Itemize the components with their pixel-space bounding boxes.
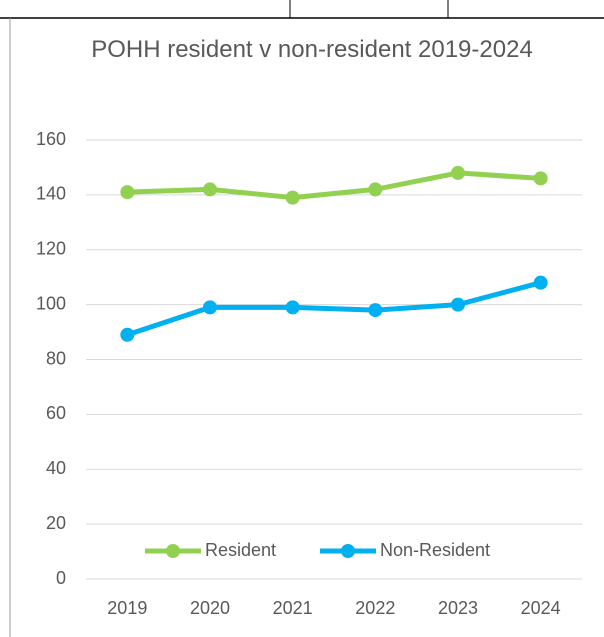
data-point bbox=[285, 300, 300, 315]
x-tick-label: 2022 bbox=[355, 598, 395, 618]
data-point bbox=[533, 171, 548, 186]
y-tick-label: 100 bbox=[36, 293, 66, 313]
data-point bbox=[203, 300, 217, 315]
data-point bbox=[120, 327, 135, 342]
chart-title: POHH resident v non-resident 2019-2024 bbox=[91, 36, 533, 63]
y-tick-label: 60 bbox=[46, 403, 66, 423]
y-tick-label: 40 bbox=[46, 458, 66, 478]
data-point bbox=[203, 182, 217, 197]
series-line bbox=[126, 280, 542, 338]
legend-label: Non-Resident bbox=[380, 540, 490, 560]
y-tick-label: 80 bbox=[46, 348, 66, 368]
data-point bbox=[533, 275, 548, 290]
x-tick-label: 2020 bbox=[190, 598, 230, 618]
x-tick-label: 2019 bbox=[107, 598, 147, 618]
y-tick-label: 140 bbox=[36, 184, 66, 204]
data-point bbox=[285, 190, 300, 205]
y-tick-label: 160 bbox=[36, 129, 66, 149]
legend-label: Resident bbox=[205, 540, 276, 560]
data-point bbox=[120, 185, 135, 200]
data-point bbox=[368, 182, 383, 197]
x-tick-label: 2021 bbox=[273, 598, 313, 618]
data-point bbox=[451, 297, 465, 312]
series-line bbox=[127, 170, 541, 201]
y-tick-label: 0 bbox=[56, 568, 66, 588]
y-tick-label: 20 bbox=[46, 513, 66, 533]
x-tick-label: 2023 bbox=[438, 598, 478, 618]
legend-marker bbox=[166, 544, 180, 558]
data-point bbox=[368, 303, 383, 318]
y-tick-label: 120 bbox=[36, 239, 66, 259]
x-tick-label: 2024 bbox=[521, 598, 561, 618]
data-point bbox=[451, 165, 465, 180]
legend-marker bbox=[341, 544, 355, 558]
